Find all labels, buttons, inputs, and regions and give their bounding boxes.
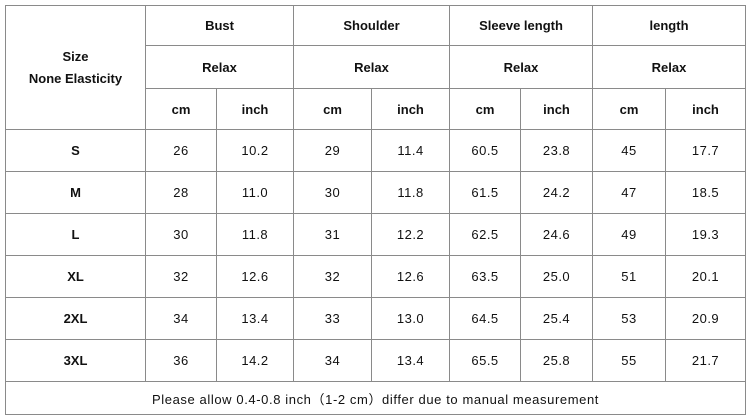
measure-value: 33 [293, 297, 373, 340]
measure-value: 24.6 [520, 213, 594, 256]
measure-value: 18.5 [665, 171, 747, 214]
unit-header: cm [449, 88, 522, 130]
size-label: 2XL [5, 297, 146, 340]
measure-value: 64.5 [449, 297, 522, 340]
measure-value: 13.4 [371, 339, 451, 382]
table-row: Relax Relax Relax Relax [6, 45, 747, 89]
measure-value: 10.2 [215, 129, 295, 172]
measure-value: 25.0 [520, 255, 594, 298]
unit-header: inch [215, 88, 295, 130]
corner-label: None Elasticity [28, 70, 123, 86]
fit-header: Relax [592, 45, 747, 89]
size-label: M [5, 171, 146, 214]
measure-value: 53 [592, 297, 667, 340]
table-row: 2XL 34 13.4 33 13.0 64.5 25.4 53 20.9 [5, 297, 747, 340]
table-row: cm inch cm inch cm inch cm inch [6, 88, 747, 130]
unit-header: cm [145, 88, 217, 130]
measure-value: 32 [145, 255, 217, 298]
measure-value: 51 [592, 255, 667, 298]
size-label: XL [5, 255, 146, 298]
measure-value: 65.5 [449, 339, 522, 382]
measure-value: 17.7 [665, 129, 747, 172]
measure-value: 28 [145, 171, 217, 214]
measure-value: 31 [293, 213, 373, 256]
unit-header: cm [592, 88, 667, 130]
fit-header: Relax [449, 45, 594, 89]
note: Please allow 0.4-0.8 inch（1-2 cm）differ … [4, 381, 747, 415]
measure-value: 11.8 [215, 213, 295, 256]
fit-header: Relax [293, 45, 451, 89]
measure-value: 32 [293, 255, 373, 298]
measure-value: 20.9 [665, 297, 747, 340]
table-row: XL 32 12.6 32 12.6 63.5 25.0 51 20.1 [5, 255, 747, 298]
corner-label: Size [62, 48, 89, 64]
unit-header: inch [371, 88, 451, 130]
group-header: length [592, 5, 747, 46]
measure-value: 13.4 [215, 297, 295, 340]
measure-value: 60.5 [449, 129, 522, 172]
measure-value: 11.8 [371, 171, 451, 214]
measure-value: 11.0 [215, 171, 295, 214]
measure-value: 20.1 [665, 255, 747, 298]
size-label: 3XL [5, 339, 146, 382]
measure-value: 23.8 [520, 129, 594, 172]
measure-value: 45 [592, 129, 667, 172]
table-row: S 26 10.2 29 11.4 60.5 23.8 45 17.7 [5, 129, 747, 172]
table-row: M 28 11.0 30 11.8 61.5 24.2 47 18.5 [5, 171, 747, 214]
size-table: Size None Elasticity Bust Shoulder Sleeve le… [4, 5, 747, 415]
measure-value: 62.5 [449, 213, 522, 256]
group-header: Sleeve length [449, 5, 594, 46]
measure-value: 21.7 [665, 339, 747, 382]
measure-value: 11.4 [371, 129, 451, 172]
measure-value: 12.6 [371, 255, 451, 298]
measure-value: 63.5 [449, 255, 522, 298]
measure-value: 36 [145, 339, 217, 382]
group-header: Shoulder [293, 5, 451, 46]
size-label: S [5, 129, 146, 172]
table-row: L 30 11.8 31 12.2 62.5 24.6 49 19.3 [5, 213, 747, 256]
measure-value: 30 [293, 171, 373, 214]
measure-value: 29 [293, 129, 373, 172]
group-header: Bust [144, 5, 295, 46]
measure-value: 55 [592, 339, 667, 382]
unit-header: inch [665, 88, 747, 130]
measure-value: 47 [592, 171, 667, 214]
unit-header: cm [293, 88, 373, 130]
measure-value: 26 [145, 129, 217, 172]
measure-value: 25.4 [520, 297, 594, 340]
measure-value: 19.3 [665, 213, 747, 256]
table-row: Size None Elasticity Bust Shoulder Sleeve le… [5, 5, 747, 130]
table-row: 3XL 36 14.2 34 13.4 65.5 25.8 55 21.7 [5, 339, 747, 382]
measure-value: 34 [293, 339, 373, 382]
measure-value: 61.5 [449, 171, 522, 214]
measure-value: 30 [145, 213, 217, 256]
size-label: L [5, 213, 146, 256]
measure-value: 12.2 [371, 213, 451, 256]
measure-value: 49 [592, 213, 667, 256]
unit-header: inch [520, 88, 594, 130]
measure-value: 12.6 [215, 255, 295, 298]
table-row: Please allow 0.4-0.8 inch（1-2 cm）differ … [4, 381, 747, 415]
fit-header: Relax [144, 45, 295, 89]
measure-value: 24.2 [520, 171, 594, 214]
corner-header: Size None Elasticity [5, 5, 146, 130]
measure-value: 25.8 [520, 339, 594, 382]
measure-value: 13.0 [371, 297, 451, 340]
measure-value: 14.2 [215, 339, 295, 382]
measure-value: 34 [145, 297, 217, 340]
